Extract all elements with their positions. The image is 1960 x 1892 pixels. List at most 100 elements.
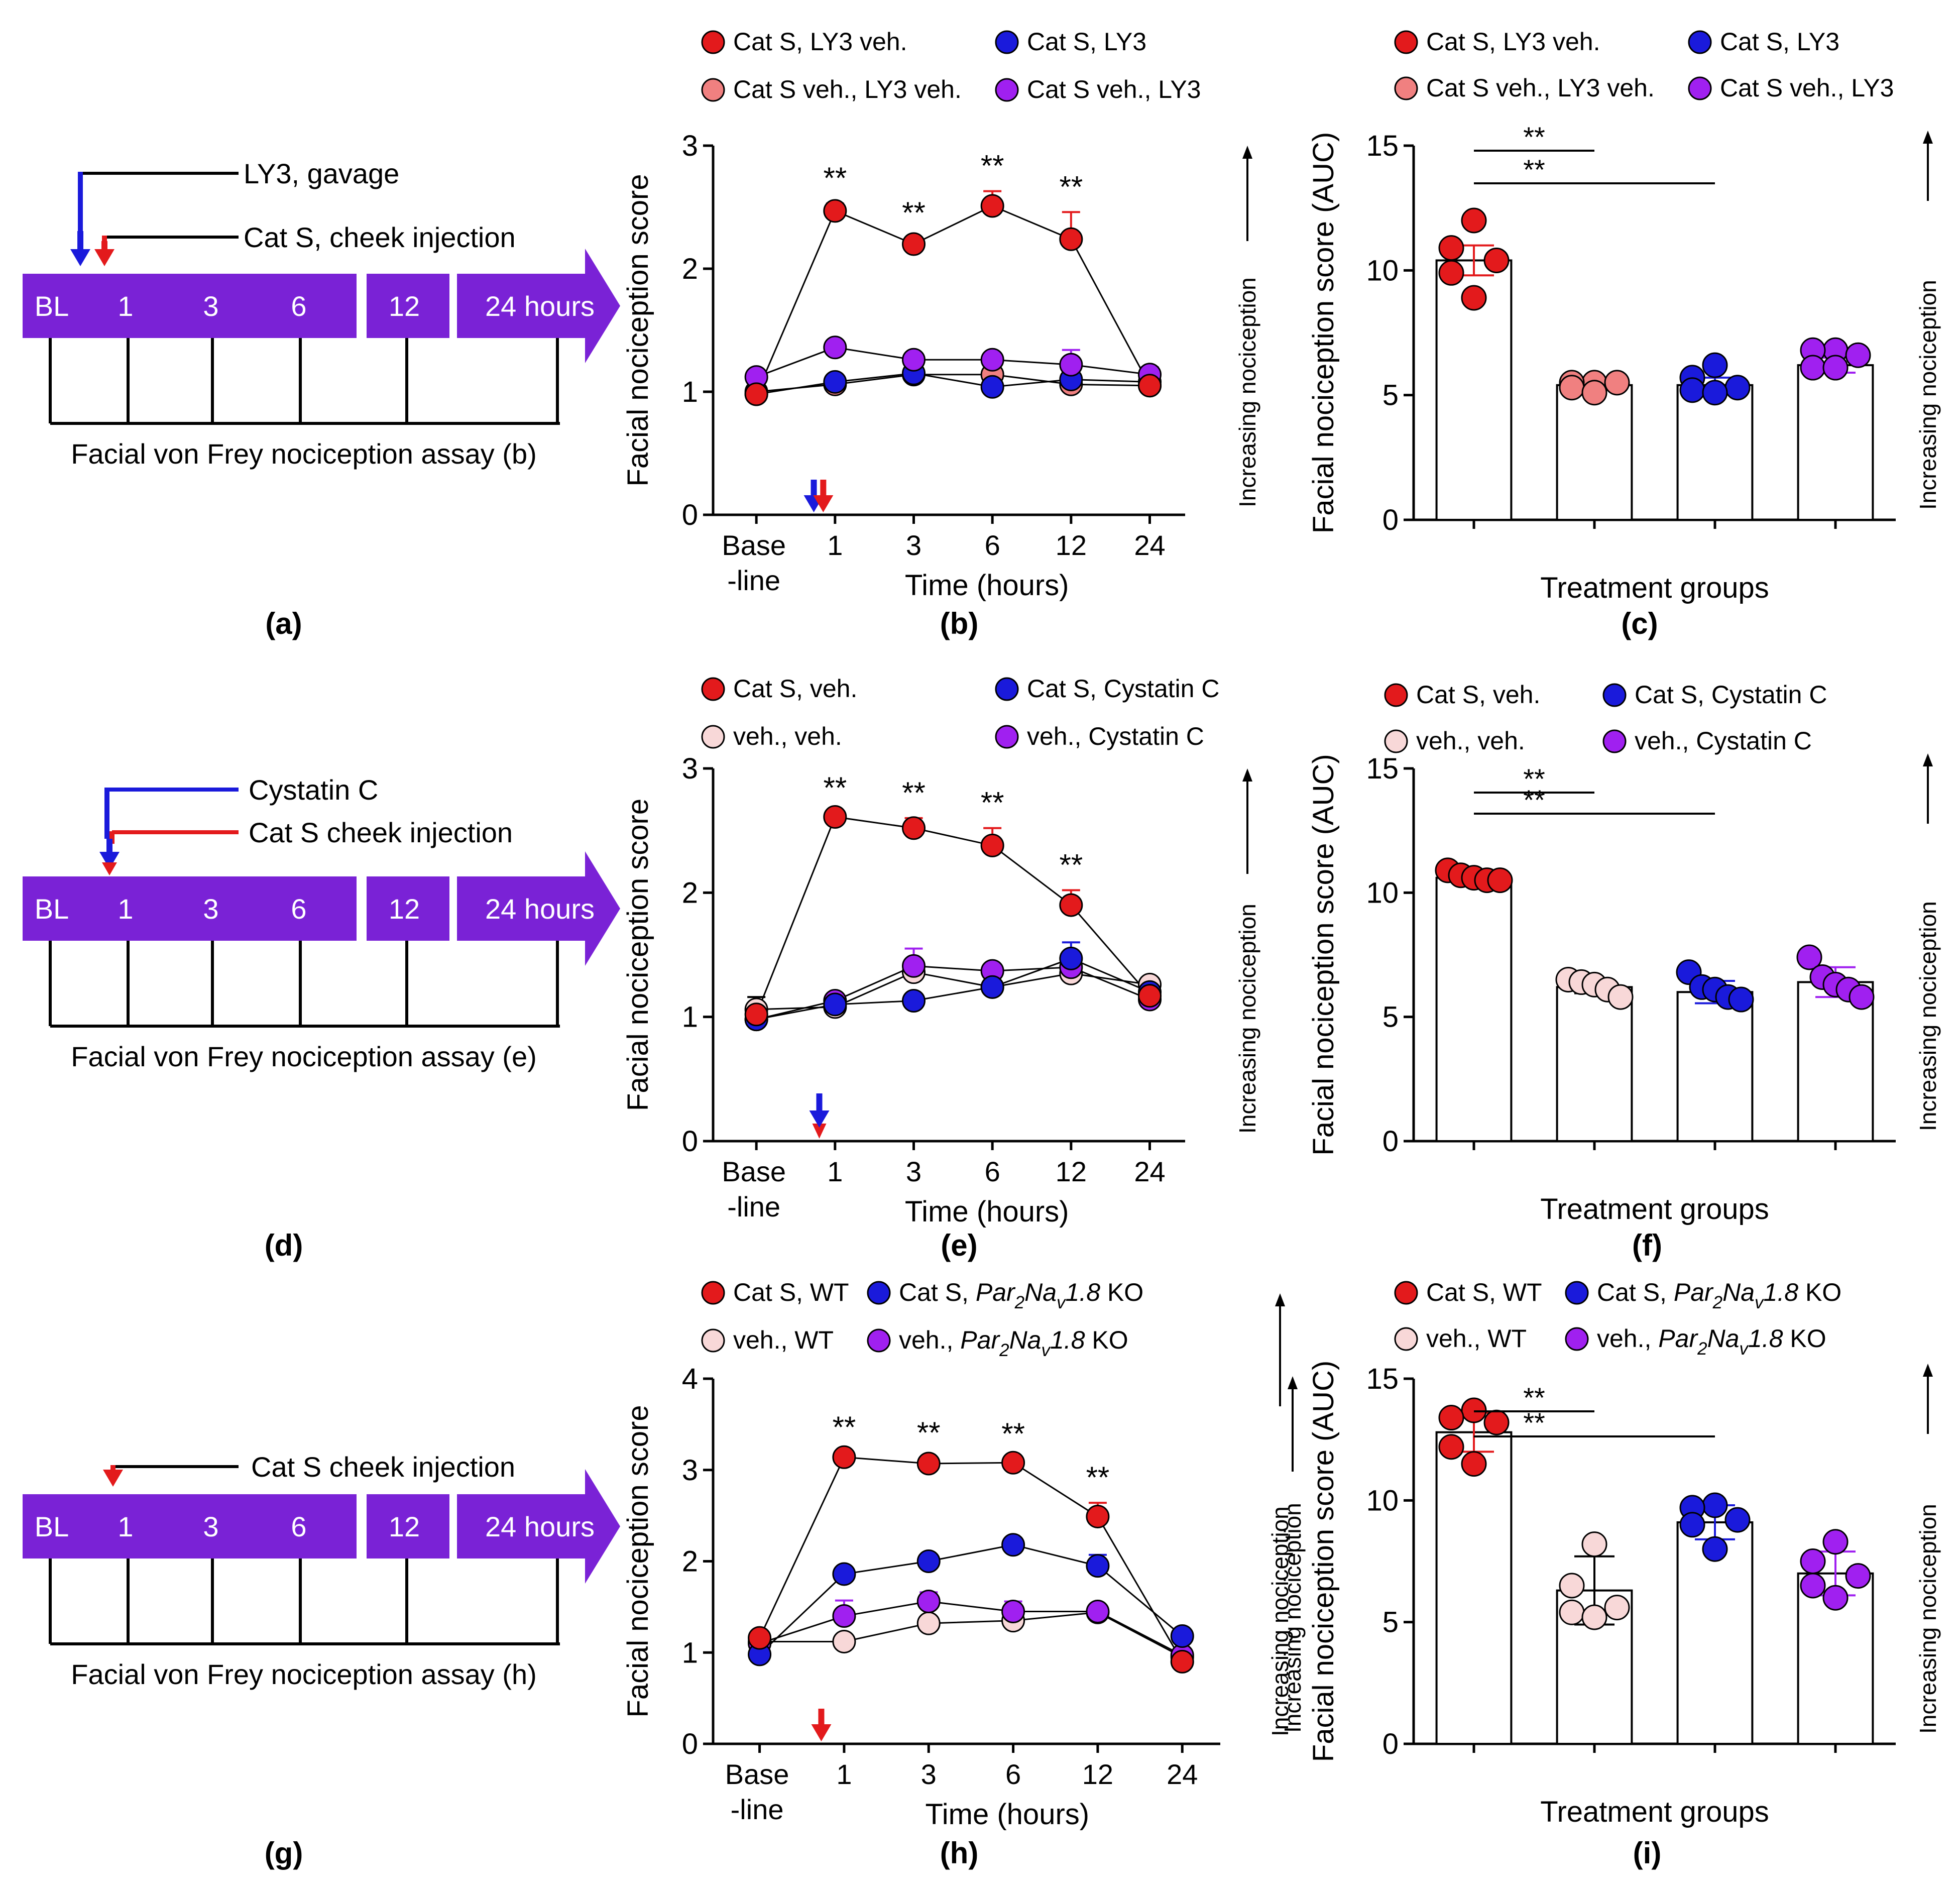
y-axis-title: Facial nociception score	[622, 1405, 654, 1717]
data-point	[1796, 944, 1822, 970]
legend-label-part: Cat S,	[1597, 1278, 1674, 1306]
legend-label-part: 1.8	[1066, 1278, 1101, 1306]
significance-star: **	[1523, 121, 1545, 153]
bar	[1435, 876, 1513, 1142]
panel-label: (a)	[265, 607, 302, 640]
down-arrow-icon	[813, 480, 834, 512]
y-tick-label: 15	[1366, 130, 1399, 162]
series-line	[759, 1544, 1183, 1655]
data-point	[823, 992, 847, 1017]
annotation-label: Cat S, cheek injection	[244, 221, 516, 253]
significance-star: **	[823, 771, 847, 805]
timeline-label: 24 hours	[485, 1511, 595, 1542]
y-tick-label: 0	[1382, 504, 1399, 536]
data-point	[1461, 207, 1487, 234]
panel-label: (c)	[1621, 607, 1658, 640]
data-point	[1679, 1512, 1705, 1538]
y-axis-title: Facial nociception score (AUC)	[1307, 1361, 1340, 1762]
x-tick-label: 6	[1005, 1758, 1021, 1790]
timeline-label: 6	[291, 290, 306, 322]
data-point	[1086, 1554, 1110, 1578]
legend-label-part: KO	[1783, 1324, 1826, 1353]
y-tick-label: 10	[1366, 876, 1399, 909]
data-point	[1483, 247, 1510, 273]
legend-label-part: 1.8	[1050, 1326, 1085, 1354]
arrow-head	[94, 249, 114, 266]
series-line	[756, 374, 1150, 393]
significance-star: **	[902, 196, 926, 230]
side-label: Increasing nociception	[1267, 1506, 1293, 1736]
x-axis-title: Time (hours)	[905, 569, 1069, 602]
annotation-label: Cat S cheek injection	[251, 1451, 515, 1483]
legend-marker	[1688, 76, 1712, 100]
bar	[1556, 384, 1633, 521]
timeline-segment	[367, 274, 449, 338]
legend-label: Cat S, LY3	[1027, 28, 1146, 56]
y-tick-label: 1	[682, 1636, 698, 1669]
panel-label: (f)	[1632, 1229, 1662, 1262]
legend-marker	[995, 30, 1019, 54]
legend-label-part: Par	[976, 1278, 1016, 1306]
series-line	[756, 957, 1150, 1021]
legend-label: veh., Cystatin C	[1027, 722, 1204, 750]
line-chart-b: Cat S, LY3 veh. Cat S, LY3 Cat S veh., LY3…	[622, 28, 1260, 602]
series-line	[756, 372, 1150, 395]
timeline-label: 24 hours	[485, 290, 595, 322]
significance-star: **	[1523, 763, 1545, 795]
legend-label: Cat S, LY3 veh.	[733, 28, 907, 56]
side-label-left-i: Increasing nociception	[1280, 1376, 1306, 1733]
data-point	[1822, 1585, 1849, 1611]
y-tick-label: 3	[682, 130, 698, 162]
down-arrow-icon	[103, 1470, 123, 1487]
data-point	[1438, 235, 1464, 261]
significance-star: **	[917, 1416, 941, 1450]
down-arrow-icon	[99, 839, 120, 869]
legend-marker	[1394, 76, 1418, 100]
data-point	[1845, 1563, 1871, 1589]
timeline-caption: Facial von Frey nociception assay (e)	[71, 1041, 537, 1072]
panel-label: (d)	[265, 1229, 303, 1262]
legend-label-part: Na	[1722, 1278, 1755, 1306]
timeline-label: 3	[203, 1511, 218, 1542]
significance-star: **	[981, 149, 1004, 183]
bar	[1676, 384, 1754, 521]
arrow-head	[811, 1724, 832, 1741]
arrow-head	[70, 249, 90, 266]
legend-label: veh., WT	[1426, 1324, 1527, 1353]
y-tick-label: 0	[682, 1728, 698, 1760]
series-line	[755, 205, 1150, 395]
series-line	[759, 1456, 1183, 1662]
legend-label: Cat S, Par2Nav1.8 KO	[899, 1278, 1143, 1312]
data-point	[902, 989, 926, 1013]
data-point	[823, 199, 847, 223]
y-tick-label: 2	[682, 253, 698, 285]
down-arrow-icon	[809, 1093, 830, 1128]
legend-marker	[701, 1281, 725, 1305]
data-point	[1138, 984, 1162, 1008]
data-point	[1581, 1531, 1607, 1557]
x-tick-label: 1	[836, 1758, 852, 1790]
x-tick-label: 3	[906, 1156, 921, 1187]
legend-label: Cat S veh., LY3 veh.	[1426, 74, 1655, 102]
legend-label: Cat S veh., LY3 veh.	[733, 75, 962, 103]
data-point	[823, 370, 847, 394]
timeline-segment	[23, 274, 357, 338]
panel-label: (b)	[940, 607, 979, 640]
legend-label-part: Na	[1024, 1278, 1057, 1306]
x-tick-label: -line	[727, 565, 780, 596]
arrow-head	[813, 495, 834, 512]
legend-label-part: KO	[1085, 1326, 1128, 1354]
data-point	[902, 348, 926, 372]
data-point	[1702, 1492, 1728, 1518]
timeline-label: 12	[389, 1511, 420, 1542]
data-point	[1461, 1451, 1487, 1477]
y-axis-title: Facial nociception score (AUC)	[1307, 132, 1340, 533]
data-point	[832, 1629, 856, 1653]
y-tick-label: 0	[682, 1125, 698, 1158]
bar	[1556, 986, 1633, 1142]
bar-chart-c: Cat S, LY3 veh. Cat S, LY3 Cat S veh., LY3…	[1307, 28, 1941, 604]
data-point	[1170, 1649, 1194, 1674]
legend-marker	[1565, 1327, 1589, 1351]
data-point	[1170, 1624, 1194, 1648]
data-point	[1559, 1599, 1585, 1625]
